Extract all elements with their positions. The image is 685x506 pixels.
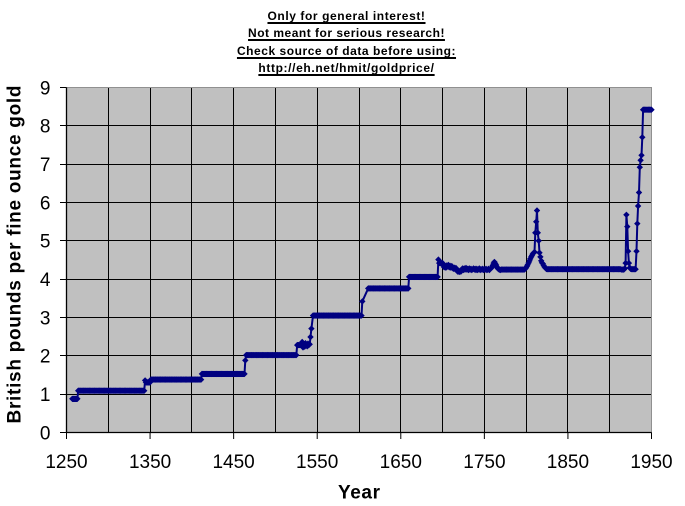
svg-text:1250: 1250 — [45, 452, 87, 473]
svg-text:5: 5 — [40, 232, 51, 253]
svg-text:1350: 1350 — [129, 452, 171, 473]
svg-text:Year: Year — [338, 483, 381, 504]
svg-text:1450: 1450 — [212, 452, 254, 473]
svg-text:8: 8 — [40, 117, 51, 138]
svg-text:1: 1 — [40, 385, 51, 406]
svg-text:7: 7 — [40, 155, 51, 176]
svg-text:6: 6 — [40, 193, 51, 214]
svg-text:4: 4 — [40, 270, 51, 291]
svg-text:British pounds per fine ounce: British pounds per fine ounce gold — [5, 86, 26, 424]
svg-text:3: 3 — [40, 308, 51, 329]
svg-text:1950: 1950 — [630, 452, 672, 473]
svg-text:9: 9 — [40, 78, 51, 99]
svg-text:1650: 1650 — [380, 452, 422, 473]
svg-text:1750: 1750 — [463, 452, 505, 473]
svg-text:1550: 1550 — [296, 452, 338, 473]
svg-text:1850: 1850 — [547, 452, 589, 473]
svg-text:2: 2 — [40, 347, 51, 368]
svg-text:0: 0 — [40, 423, 51, 444]
